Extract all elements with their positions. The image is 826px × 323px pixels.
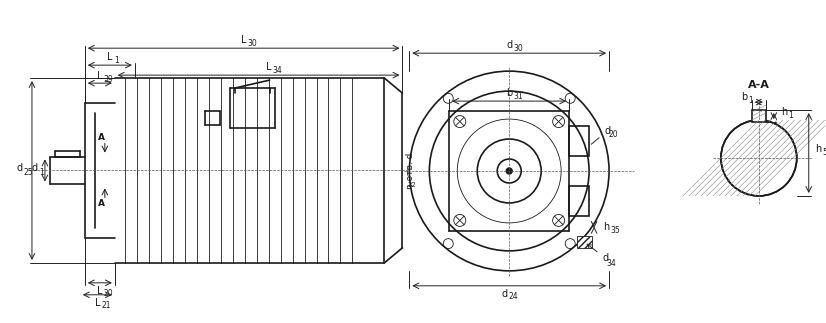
- Text: 1: 1: [788, 110, 792, 120]
- Text: 1: 1: [748, 96, 752, 105]
- Text: L: L: [97, 286, 102, 296]
- Text: b: b: [741, 92, 747, 102]
- Text: 39: 39: [104, 75, 114, 84]
- Text: d: d: [506, 40, 512, 50]
- Text: 1: 1: [114, 56, 119, 65]
- Bar: [569, 126, 589, 156]
- Text: b: b: [506, 88, 512, 98]
- Text: 22: 22: [408, 182, 417, 188]
- Text: d: d: [17, 163, 23, 173]
- Text: n отв. d: n отв. d: [406, 152, 415, 189]
- Text: L: L: [241, 35, 246, 45]
- Text: A: A: [98, 199, 106, 208]
- Text: 34: 34: [273, 66, 282, 75]
- Text: h: h: [603, 223, 610, 233]
- Text: d: d: [591, 126, 610, 144]
- Text: A-A: A-A: [748, 80, 770, 90]
- Text: d: d: [587, 244, 608, 263]
- Text: 21: 21: [102, 301, 111, 310]
- Text: 1: 1: [39, 168, 44, 177]
- Text: L: L: [107, 52, 112, 62]
- Text: 30: 30: [248, 39, 258, 48]
- Text: 5: 5: [823, 148, 826, 157]
- Text: 34: 34: [606, 259, 616, 268]
- Text: 31: 31: [513, 92, 523, 100]
- Bar: [569, 186, 589, 216]
- Text: d: d: [501, 289, 507, 299]
- Text: 35: 35: [610, 226, 620, 235]
- Text: A: A: [98, 133, 106, 142]
- Text: 30: 30: [513, 44, 523, 53]
- Text: 24: 24: [508, 292, 518, 301]
- Text: L: L: [266, 62, 271, 72]
- Text: 25: 25: [24, 168, 34, 177]
- Text: d: d: [32, 163, 38, 173]
- Circle shape: [506, 168, 512, 174]
- Text: 20: 20: [608, 130, 618, 139]
- Text: L: L: [97, 71, 102, 81]
- Text: h: h: [815, 144, 822, 154]
- Text: h: h: [781, 107, 787, 117]
- Text: 20: 20: [104, 289, 113, 298]
- Bar: [752, 110, 766, 122]
- Bar: [577, 236, 592, 248]
- Circle shape: [721, 120, 797, 196]
- Text: L: L: [95, 298, 100, 308]
